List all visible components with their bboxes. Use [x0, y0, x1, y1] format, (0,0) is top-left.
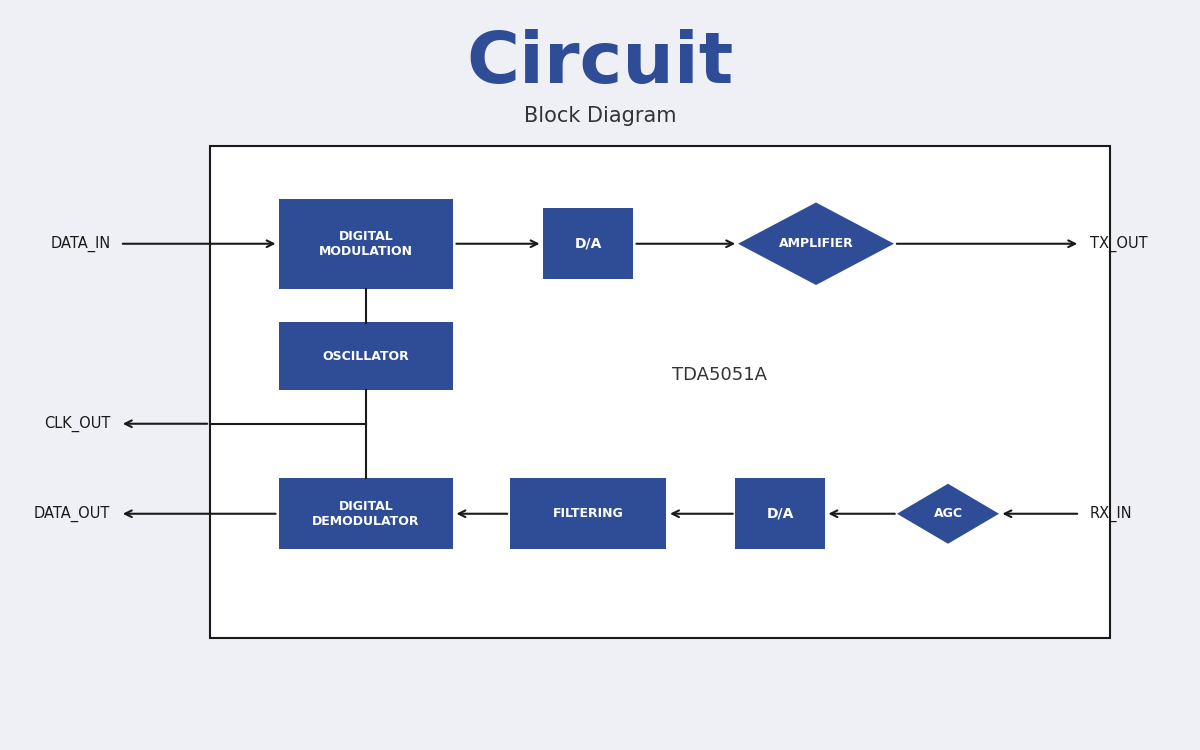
Text: AMPLIFIER: AMPLIFIER [779, 237, 853, 250]
Text: TDA5051A: TDA5051A [672, 366, 768, 384]
Polygon shape [898, 484, 998, 544]
Text: DIGITAL
MODULATION: DIGITAL MODULATION [319, 230, 413, 258]
FancyBboxPatch shape [278, 478, 454, 549]
Text: Circuit: Circuit [467, 29, 733, 98]
FancyBboxPatch shape [734, 478, 826, 549]
FancyBboxPatch shape [278, 322, 454, 390]
FancyBboxPatch shape [542, 208, 634, 279]
Text: DATA_OUT: DATA_OUT [34, 506, 110, 522]
Polygon shape [738, 202, 894, 285]
FancyBboxPatch shape [510, 478, 666, 549]
Text: OSCILLATOR: OSCILLATOR [323, 350, 409, 363]
Text: DATA_IN: DATA_IN [50, 236, 110, 252]
Text: D/A: D/A [767, 507, 793, 520]
Text: Block Diagram: Block Diagram [523, 106, 677, 126]
Text: TX_OUT: TX_OUT [1090, 236, 1147, 252]
FancyBboxPatch shape [278, 199, 454, 289]
Text: RX_IN: RX_IN [1090, 506, 1133, 522]
Bar [210, 146, 1110, 638]
Text: CLK_OUT: CLK_OUT [44, 416, 110, 432]
Text: FILTERING: FILTERING [553, 507, 623, 520]
Text: DIGITAL
DEMODULATOR: DIGITAL DEMODULATOR [312, 500, 420, 528]
Text: AGC: AGC [934, 507, 962, 520]
Text: D/A: D/A [575, 237, 601, 250]
